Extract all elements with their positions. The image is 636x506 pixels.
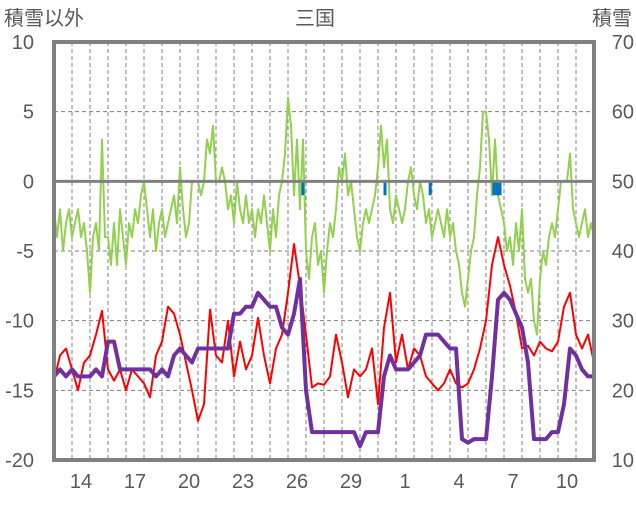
red-series-line xyxy=(53,236,595,422)
chart-title: 三国 xyxy=(295,8,335,30)
x-tick-label: 7 xyxy=(507,471,518,493)
right-tick-label: 60 xyxy=(612,102,634,124)
x-tick-label: 14 xyxy=(70,471,92,493)
left-tick-label: 10 xyxy=(12,32,34,54)
right-tick-label: 20 xyxy=(612,380,634,402)
right-axis-title: 積雪 xyxy=(592,7,632,30)
blue-bar xyxy=(428,181,432,196)
x-tick-label: 26 xyxy=(286,471,308,493)
blue-bar xyxy=(498,181,502,196)
left-tick-label: 5 xyxy=(23,102,34,124)
left-tick-label: 0 xyxy=(23,171,34,193)
left-tick-label: -10 xyxy=(5,311,34,333)
grid xyxy=(54,42,594,460)
right-tick-label: 40 xyxy=(612,241,634,263)
x-tick-label: 1 xyxy=(399,471,410,493)
purple-series-line xyxy=(52,276,594,449)
left-tick-label: -15 xyxy=(5,380,34,402)
blue-bar xyxy=(492,181,496,196)
plot-border xyxy=(52,40,596,462)
plot-frame xyxy=(52,40,596,462)
left-tick-label: -5 xyxy=(16,241,34,263)
x-tick-label: 29 xyxy=(340,471,362,493)
left-axis-title: 積雪以外 xyxy=(4,7,84,30)
x-tick-label: 17 xyxy=(124,471,146,493)
blue-bar xyxy=(495,181,499,196)
right-tick-label: 10 xyxy=(612,450,634,472)
x-tick-label: 10 xyxy=(556,471,578,493)
blue-bar xyxy=(383,181,387,196)
right-tick-label: 70 xyxy=(612,32,634,54)
left-tick-label: -20 xyxy=(5,450,34,472)
blue-bar xyxy=(301,181,305,196)
right-tick-label: 30 xyxy=(612,311,634,333)
x-tick-label: 20 xyxy=(178,471,200,493)
x-tick-label: 4 xyxy=(453,471,464,493)
x-tick-label: 23 xyxy=(232,471,254,493)
right-tick-label: 50 xyxy=(612,171,634,193)
